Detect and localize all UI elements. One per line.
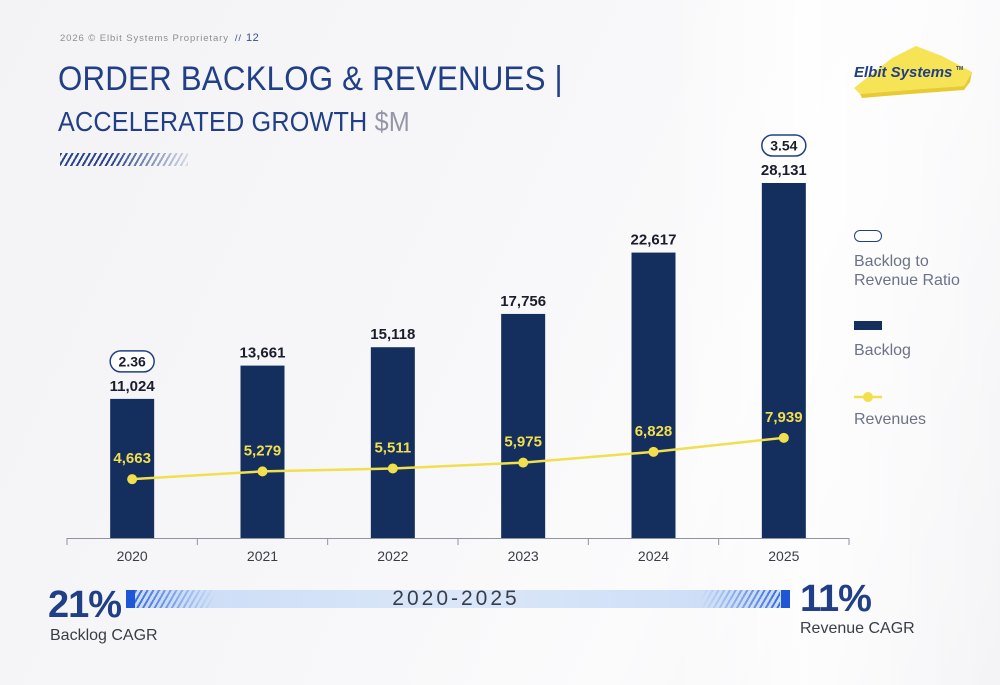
revenue-value-label: 5,279 (244, 442, 282, 459)
page-separator: // (234, 33, 242, 44)
x-tick-label: 2022 (377, 548, 408, 564)
period-bar-cap-left (126, 590, 135, 608)
page-title-line-2: ACCELERATED GROWTH $M (58, 106, 410, 138)
revenue-point (387, 463, 398, 474)
revenue-point (648, 446, 659, 457)
title-hatch-decoration (60, 153, 188, 166)
revenue-point (778, 432, 789, 443)
period-bar-cap-right (781, 590, 790, 608)
x-tick-label: 2024 (638, 548, 669, 564)
x-tick-label: 2021 (247, 548, 278, 564)
proprietary-text: 2026 © Elbit Systems Proprietary (60, 33, 229, 44)
backlog-value-label: 22,617 (631, 232, 677, 249)
legend-revenue-swatch-icon (854, 392, 882, 402)
x-tick-label: 2025 (768, 548, 799, 564)
backlog-bar (240, 365, 285, 538)
cagr-period-bar (126, 590, 790, 608)
revenue-cagr-label: Revenue CAGR (800, 620, 915, 637)
x-tick-label: 2023 (508, 548, 539, 564)
period-bar-hatch-left (135, 590, 215, 608)
x-tick-label: 2020 (117, 548, 148, 564)
legend-ratio-label: Backlog to Revenue Ratio (854, 253, 960, 289)
revenue-value-label: 7,939 (765, 409, 803, 426)
page-title-main: ACCELERATED GROWTH (58, 106, 375, 137)
backlog-bar (110, 398, 155, 538)
revenue-cagr-value: 11% (800, 578, 872, 620)
backlog-value-label: 28,131 (761, 162, 807, 179)
proprietary-line: 2026 © Elbit Systems Proprietary //12 (60, 32, 259, 44)
cagr-period-label: 2020-2025 (392, 587, 520, 610)
backlog-value-label: 13,661 (240, 345, 286, 362)
period-bar-hatch-right (700, 590, 780, 608)
ratio-badge-label: 2.36 (119, 353, 146, 369)
backlog-value-label: 11,024 (110, 378, 156, 395)
revenue-value-label: 6,828 (635, 423, 673, 440)
page-number: 12 (245, 32, 260, 44)
backlog-value-label: 17,756 (500, 293, 546, 310)
elbit-systems-logo: Elbit Systems TM (854, 46, 972, 98)
revenue-point (518, 457, 529, 468)
legend-revenue-label: Revenues (854, 411, 927, 428)
logo-trademark: TM (956, 66, 963, 72)
backlog-bar (761, 183, 806, 538)
revenue-series-line (132, 436, 784, 481)
legend-backlog-swatch-icon (854, 321, 882, 330)
backlog-bar (501, 313, 546, 538)
backlog-bar (370, 347, 415, 538)
logo-wordmark: Elbit Systems (854, 64, 952, 81)
backlog-bar (631, 252, 676, 538)
ratio-badge-label: 3.54 (770, 138, 797, 154)
legend-ratio-swatch-icon (854, 230, 882, 242)
page-title-line-1: ORDER BACKLOG & REVENUES | (58, 60, 563, 98)
legend-backlog-label: Backlog (854, 342, 911, 359)
revenue-value-label: 5,511 (374, 439, 411, 456)
revenue-point (257, 466, 268, 477)
backlog-value-label: 15,118 (370, 326, 415, 343)
revenue-value-label: 5,975 (504, 434, 542, 451)
backlog-cagr-value: 21% (48, 584, 122, 626)
revenue-value-label: 4,663 (113, 450, 151, 467)
ratio-badge (761, 134, 807, 157)
page-title-unit: $M (374, 106, 410, 137)
ratio-badge (109, 350, 155, 373)
backlog-cagr-label: Backlog CAGR (50, 627, 158, 644)
revenue-point (127, 474, 138, 485)
